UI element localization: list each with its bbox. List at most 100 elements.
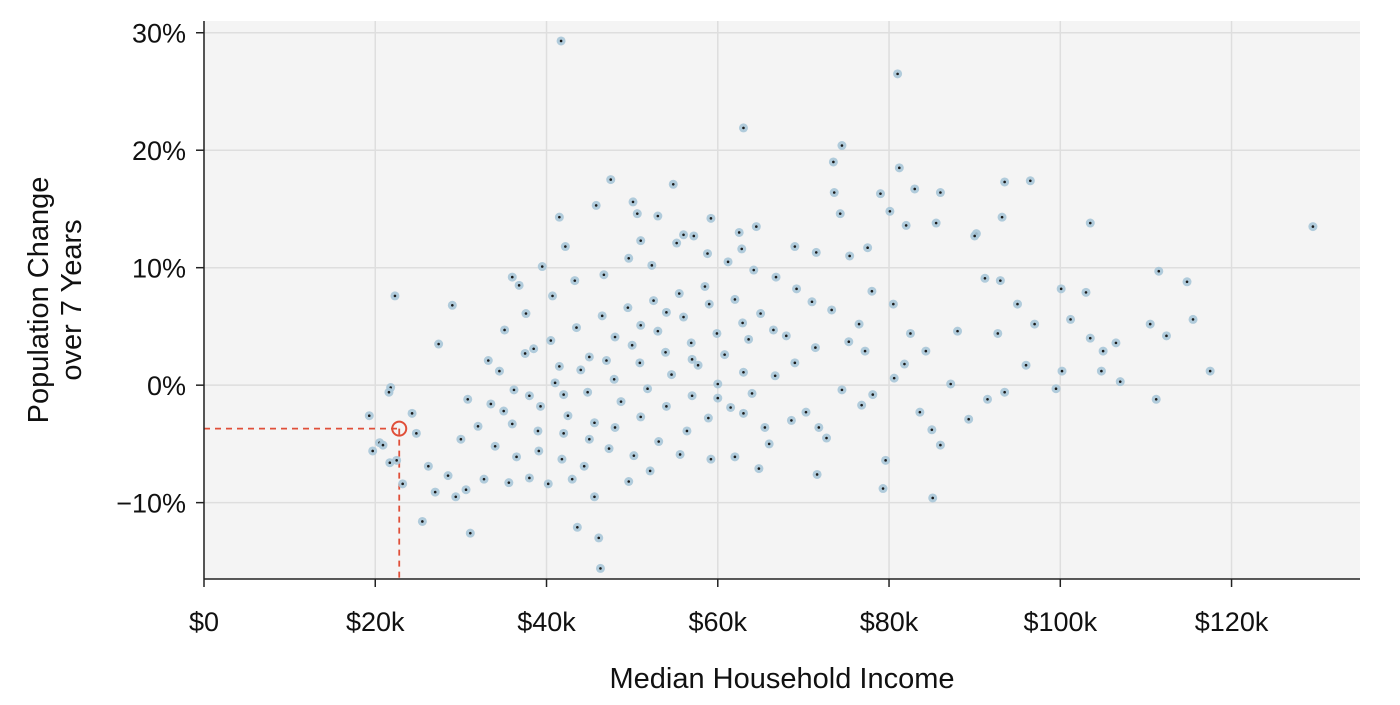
y-tick-label: 0% bbox=[147, 371, 186, 401]
data-point-center bbox=[388, 461, 392, 465]
data-point-center bbox=[682, 233, 685, 237]
data-point-center bbox=[415, 432, 418, 435]
data-point-center bbox=[630, 343, 634, 347]
data-point-center bbox=[723, 353, 726, 356]
data-point-center bbox=[690, 358, 694, 361]
data-point-center bbox=[421, 520, 424, 523]
data-point-center bbox=[685, 429, 689, 433]
tick-labels: $0 $20k $40k $60k $80k $100k $120k −10% 0% 10% 20%… bbox=[116, 19, 1269, 637]
data-point-center bbox=[1084, 291, 1088, 294]
data-point-center bbox=[570, 477, 574, 481]
data-point-center bbox=[1003, 180, 1006, 184]
data-point-center bbox=[593, 495, 596, 499]
data-point-center bbox=[639, 323, 643, 327]
data-point-center bbox=[733, 455, 737, 459]
data-point-center bbox=[665, 405, 668, 408]
data-point-center bbox=[579, 368, 583, 372]
data-point-center bbox=[909, 332, 912, 335]
data-point-center bbox=[772, 328, 775, 332]
data-point-center bbox=[898, 166, 901, 170]
data-point-center bbox=[793, 361, 797, 365]
plot-panel bbox=[204, 21, 1360, 579]
data-point-center bbox=[830, 308, 833, 312]
data-point-center bbox=[588, 437, 591, 441]
grid-lines bbox=[203, 21, 1360, 579]
x-tick-label: $100k bbox=[1024, 607, 1098, 637]
data-point-center bbox=[934, 221, 938, 225]
data-point-center bbox=[814, 251, 818, 254]
data-point-center bbox=[528, 476, 531, 480]
data-point-center bbox=[840, 388, 844, 392]
data-point-center bbox=[549, 339, 553, 342]
data-point-center bbox=[512, 388, 516, 392]
data-point-center bbox=[454, 495, 458, 499]
data-point-center bbox=[528, 394, 531, 398]
data-point-center bbox=[689, 341, 693, 345]
data-point-center bbox=[1101, 349, 1105, 353]
data-point-center bbox=[536, 429, 540, 433]
data-point-center bbox=[706, 252, 709, 255]
y-tick-label: −10% bbox=[116, 489, 186, 519]
x-tick-label: $0 bbox=[189, 607, 219, 637]
data-point-center bbox=[903, 362, 906, 366]
data-point-center bbox=[632, 454, 636, 457]
data-point-center bbox=[904, 224, 908, 227]
data-point-center bbox=[665, 311, 668, 314]
data-point-center bbox=[588, 355, 591, 359]
data-point-center bbox=[607, 447, 611, 450]
data-point-center bbox=[395, 459, 398, 462]
data-point-center bbox=[469, 531, 472, 535]
data-point-center bbox=[562, 393, 565, 396]
data-point-center bbox=[737, 231, 741, 234]
y-tick-label: 20% bbox=[132, 136, 186, 166]
data-point-center bbox=[747, 338, 750, 341]
data-point-center bbox=[613, 335, 617, 339]
data-point-center bbox=[486, 359, 490, 362]
data-point-center bbox=[612, 377, 616, 381]
data-point-center bbox=[635, 212, 639, 215]
data-point-center bbox=[863, 349, 867, 353]
data-point-center bbox=[750, 392, 754, 395]
data-point-center bbox=[682, 315, 685, 319]
data-point-center bbox=[582, 464, 586, 468]
data-point-center bbox=[482, 477, 486, 481]
data-point-center bbox=[825, 436, 828, 440]
data-point-center bbox=[466, 397, 470, 401]
data-point-center bbox=[767, 442, 771, 446]
data-point-center bbox=[1114, 341, 1118, 345]
data-point-center bbox=[1154, 397, 1158, 401]
data-point-center bbox=[540, 265, 544, 268]
data-point-center bbox=[558, 365, 561, 368]
data-point-center bbox=[576, 526, 579, 529]
data-point-center bbox=[532, 347, 535, 351]
data-point-center bbox=[1100, 369, 1103, 373]
data-point-center bbox=[773, 374, 777, 378]
data-point-center bbox=[446, 474, 450, 477]
data-point-center bbox=[371, 449, 374, 453]
data-point-center bbox=[586, 390, 589, 394]
data-point-center bbox=[857, 322, 861, 326]
data-point-center bbox=[1148, 322, 1152, 326]
data-point-center bbox=[502, 409, 506, 413]
data-point-center bbox=[675, 241, 678, 245]
data-point-center bbox=[973, 234, 976, 238]
data-point-center bbox=[999, 279, 1002, 282]
data-point-center bbox=[884, 459, 887, 462]
data-point-center bbox=[627, 256, 631, 260]
y-tick-label: 10% bbox=[132, 254, 186, 284]
data-point-center bbox=[881, 487, 885, 490]
data-point-center bbox=[387, 390, 391, 394]
data-point-center bbox=[671, 182, 675, 186]
data-point-center bbox=[562, 432, 565, 435]
data-point-center bbox=[639, 239, 643, 242]
data-point-center bbox=[1191, 318, 1195, 321]
data-point-center bbox=[1311, 225, 1315, 228]
data-point-center bbox=[707, 416, 710, 420]
data-point-center bbox=[949, 382, 952, 386]
data-point-center bbox=[558, 215, 561, 219]
data-point-center bbox=[510, 275, 514, 279]
data-point-center bbox=[939, 191, 942, 194]
data-point-center bbox=[1208, 369, 1212, 373]
